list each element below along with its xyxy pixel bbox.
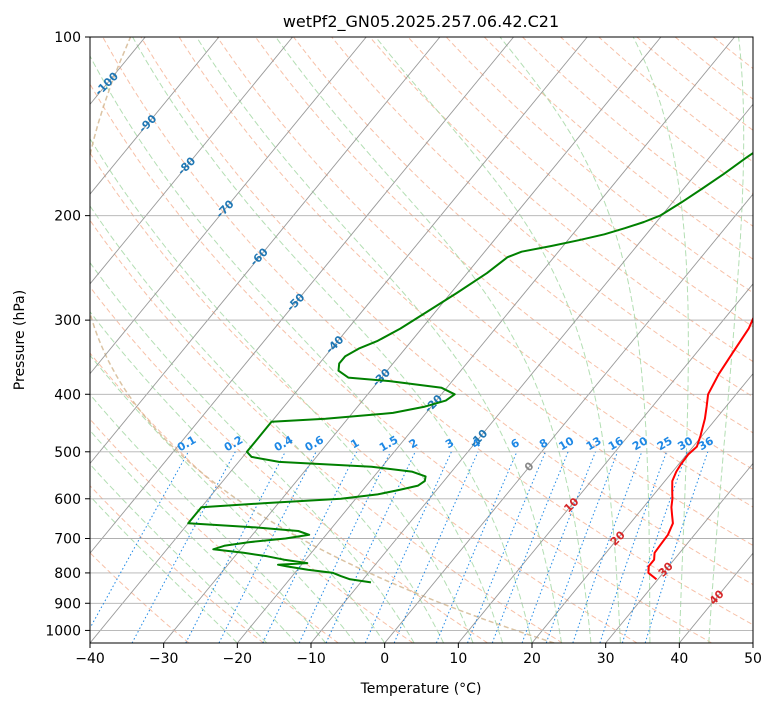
background-lines [0, 37, 775, 643]
y-tick-label: 700 [54, 532, 81, 548]
isotherm-line [753, 37, 775, 643]
dry-adiabat [446, 37, 775, 643]
dry-adiabat [751, 37, 775, 643]
moist-adiabat [500, 37, 650, 643]
dry-adiabat [675, 37, 775, 643]
dry-adiabat [0, 37, 562, 643]
mixing-ratio-line [394, 452, 478, 643]
isotherm-label: -40 [323, 333, 346, 356]
mixing-ratio-label: 3 [443, 436, 456, 451]
isotherm-label: -90 [136, 112, 159, 135]
isotherm-label: 40 [707, 587, 727, 607]
x-tick-label: −10 [296, 651, 326, 667]
isotherm-line [679, 37, 775, 643]
isotherm-label: -80 [175, 154, 198, 177]
isotherm-line [532, 37, 775, 643]
moist-adiabat [0, 37, 326, 643]
dry-adiabat [713, 37, 775, 643]
mixing-ratio-label: 25 [655, 434, 675, 453]
moist-adiabat [0, 37, 355, 643]
isotherm-line [237, 37, 734, 643]
isotherm-label: 0 [522, 459, 537, 474]
dry-adiabat [370, 37, 775, 643]
isotherm-line [0, 37, 366, 643]
dry-adiabat [0, 37, 338, 643]
x-tick-label: 30 [597, 651, 615, 667]
x-tick-label: −20 [223, 651, 253, 667]
mixing-ratio-label: 10 [557, 434, 577, 453]
y-tick-label: 400 [54, 387, 81, 403]
isotherm-line [0, 37, 440, 643]
y-tick-label: 900 [54, 596, 81, 612]
mixing-ratio-line [263, 452, 357, 643]
plot-frame [90, 37, 753, 643]
x-tick-label: 50 [744, 651, 762, 667]
dry-adiabat [599, 37, 775, 643]
isotherm-label: 30 [656, 559, 676, 579]
dry-adiabat [408, 37, 775, 643]
mixing-ratio-line [645, 452, 708, 643]
mixing-ratio-label: 1 [348, 436, 361, 451]
dry-adiabat [0, 37, 189, 643]
y-axis-ticks: 100 200 300 400 500 600 700 800 900 1000 [45, 30, 90, 639]
isotherm-label: 10 [561, 495, 581, 515]
isotherm-label: -50 [284, 290, 307, 313]
y-tick-label: 200 [54, 209, 81, 225]
x-tick-label: −40 [75, 651, 105, 667]
x-axis-label: Temperature (°C) [360, 681, 482, 697]
x-tick-label: 10 [449, 651, 467, 667]
isotherm-label: 20 [608, 528, 628, 548]
mixing-ratio-label: 6 [509, 436, 522, 451]
y-tick-label: 1000 [45, 623, 81, 639]
y-tick-label: 300 [54, 313, 81, 329]
mixing-ratio-label: 0.6 [303, 433, 327, 454]
x-tick-label: 20 [523, 651, 541, 667]
mixing-ratio-label: 0.2 [222, 433, 245, 454]
moist-adiabat [37, 37, 474, 643]
dry-adiabat [637, 37, 775, 643]
isotherm-line [16, 37, 513, 643]
y-tick-label: 100 [54, 30, 81, 46]
chart-title: wetPf2_GN05.2025.257.06.42.C21 [283, 12, 559, 32]
x-tick-label: −30 [149, 651, 179, 667]
isotherm-line [0, 37, 72, 643]
mixing-ratio-line [573, 452, 642, 643]
mixing-ratio-line [436, 452, 517, 643]
y-tick-label: 800 [54, 566, 81, 582]
y-tick-label: 500 [54, 445, 81, 461]
x-tick-label: 0 [380, 651, 389, 667]
dry-adiabat [484, 37, 775, 643]
moist-adiabat [0, 37, 444, 643]
mixing-ratio-line [219, 452, 316, 643]
isotherm-label: -100 [92, 69, 121, 98]
isotherm-label: -30 [370, 366, 393, 389]
mixing-ratio-line [468, 452, 546, 643]
moist-adiabat [709, 37, 744, 643]
mixing-ratio-label: 0.4 [272, 433, 296, 454]
mixing-ratio-label: 1.5 [377, 433, 400, 454]
dry-adiabat [332, 37, 775, 643]
dry-adiabat [179, 37, 775, 643]
x-axis-ticks: −40 −30 −20 −10 0 10 20 30 40 50 [75, 643, 762, 667]
mixing-ratio-label: 16 [606, 434, 626, 453]
y-axis-label: Pressure (hPa) [12, 290, 28, 390]
mixing-ratio-label: 0.1 [175, 433, 198, 454]
dry-adiabat [523, 37, 775, 643]
isotherm-label: -70 [213, 197, 236, 220]
isotherm-label: -10 [467, 427, 490, 450]
y-tick-label: 600 [54, 492, 81, 508]
x-tick-label: 40 [670, 651, 688, 667]
isotherm-label: -60 [248, 245, 271, 268]
